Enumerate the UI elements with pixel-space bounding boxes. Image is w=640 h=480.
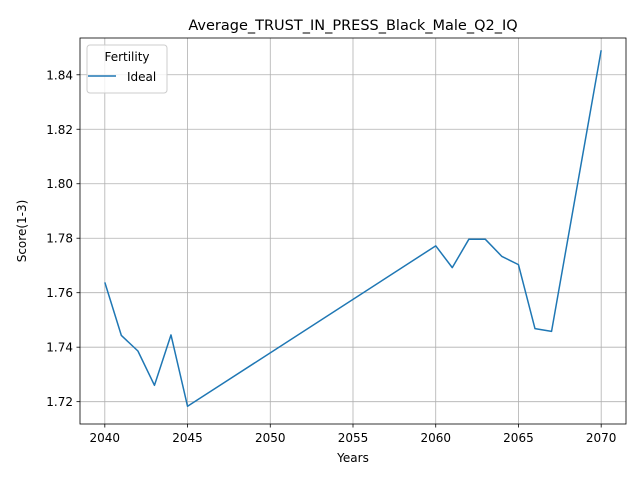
legend: Fertility Ideal [86,44,168,94]
x-tick-label: 2060 [420,431,451,445]
y-tick-label: 1.72 [46,395,73,409]
x-tick-label: 2065 [503,431,534,445]
x-tick-label: 2070 [586,431,617,445]
series-line-ideal [104,50,602,408]
y-axis-ticks: 1.72 1.74 1.76 1.78 1.80 1.82 1.84 [46,68,80,409]
x-tick-label: 2055 [338,431,369,445]
y-tick-label: 1.84 [46,68,73,82]
y-tick-label: 1.74 [46,341,73,355]
x-tick-label: 2040 [90,431,121,445]
series-layer [104,50,602,408]
x-axis-label: Years [336,451,369,465]
x-tick-label: 2050 [255,431,286,445]
y-tick-label: 1.82 [46,123,73,137]
x-axis-ticks: 2040 2045 2050 2055 2060 2065 2070 [90,424,617,445]
legend-title: Fertility [104,50,149,64]
y-tick-label: 1.80 [46,177,73,191]
legend-box [86,44,168,94]
grid-lines [80,38,626,424]
x-tick-label: 2045 [172,431,203,445]
chart-title: Average_TRUST_IN_PRESS_Black_Male_Q2_IQ [188,18,517,34]
y-tick-label: 1.78 [46,232,73,246]
y-axis-label: Score(1-3) [15,200,29,263]
y-tick-label: 1.76 [46,286,73,300]
legend-entry-ideal: Ideal [127,70,156,84]
